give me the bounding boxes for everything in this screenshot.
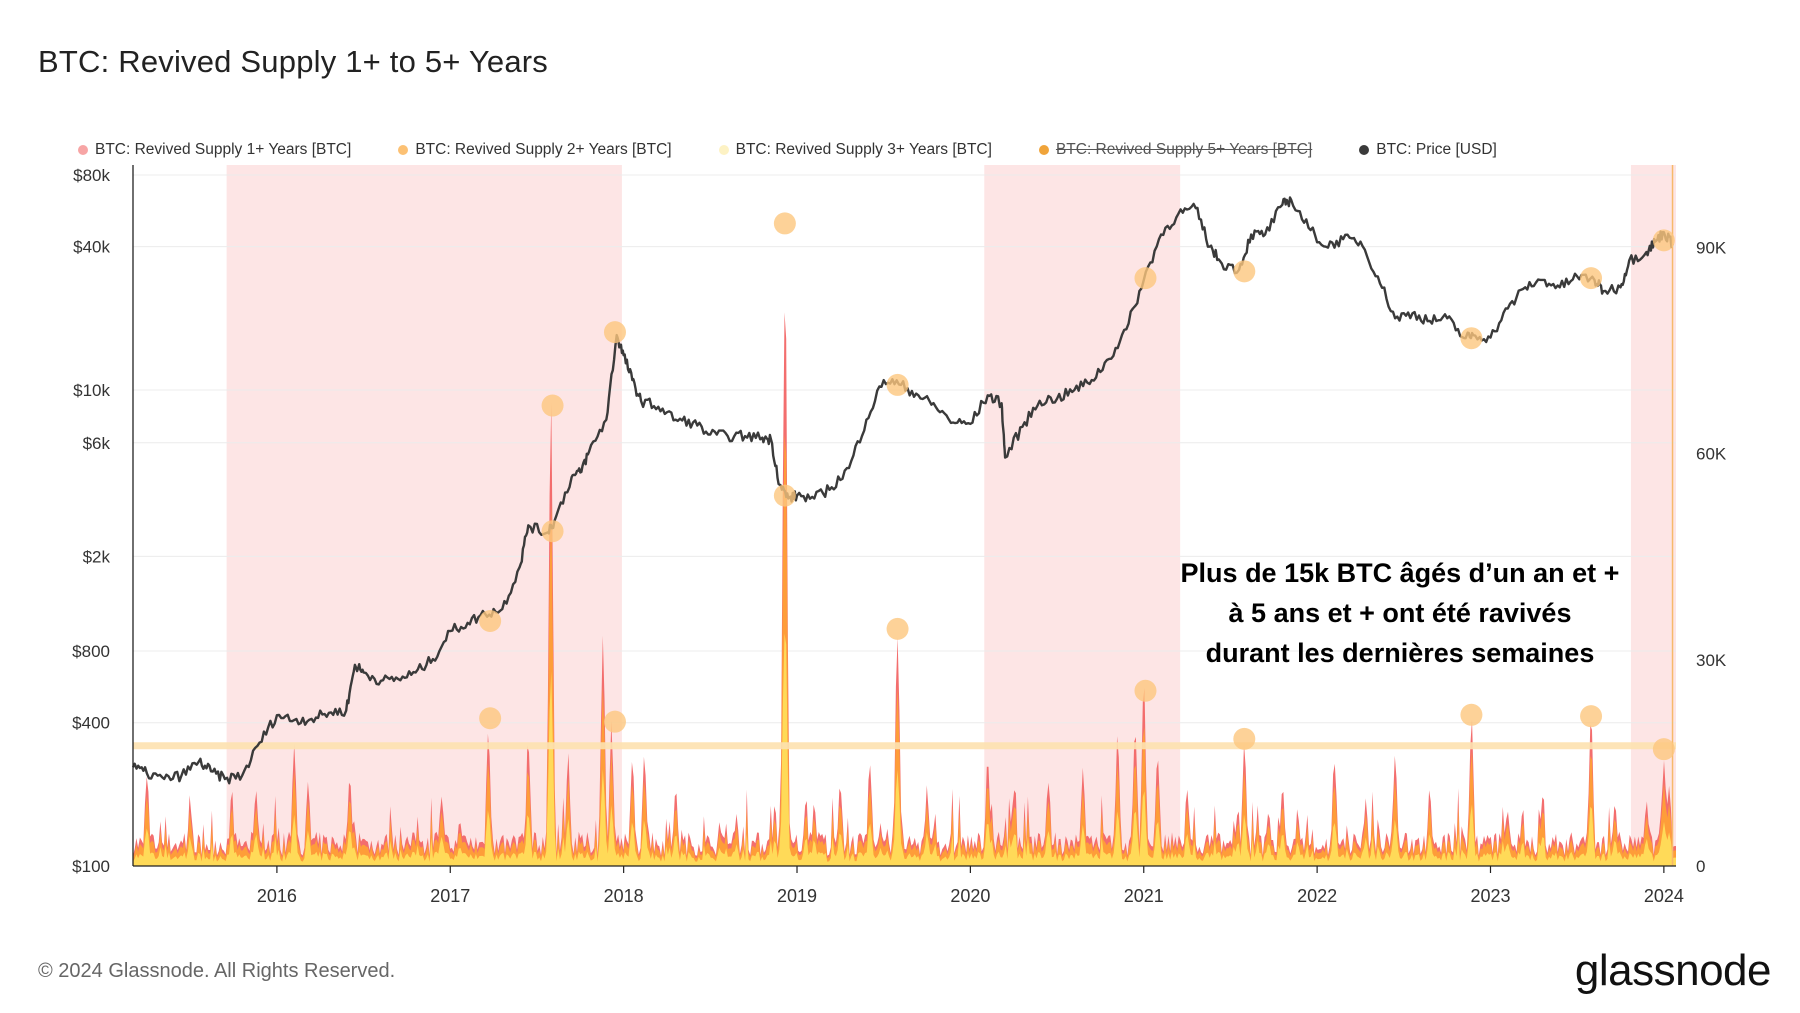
y-right-tick-3: 60K: [1696, 445, 1727, 464]
annotation-line-2: à 5 ans et + ont été ravivés: [1228, 598, 1572, 628]
x-tick-6: 2021: [1124, 886, 1164, 906]
x-tick-4: 2019: [777, 886, 817, 906]
highlight-marker-19: [1652, 229, 1675, 252]
x-tick-9: 2024: [1644, 886, 1684, 906]
legend-label: BTC: Price [USD]: [1376, 141, 1497, 158]
shaded-period-3: [1630, 165, 1676, 866]
y-right-tick-1: 0: [1696, 857, 1705, 876]
x-tick-8: 2023: [1470, 886, 1510, 906]
y-left-tick-6: $800: [72, 642, 110, 661]
legend-item-4[interactable]: BTC: Revived Supply 5+ Years [BTC]: [1038, 141, 1313, 159]
legend-dot-icon: [398, 145, 409, 155]
y-left-tick-5: $2k: [83, 547, 111, 566]
highlight-marker-18: [1580, 705, 1603, 728]
highlight-marker-2: [541, 520, 564, 543]
y-left-tick-1: $80k: [73, 166, 110, 185]
shaded-period-1: [226, 165, 622, 866]
highlight-marker-4: [479, 707, 502, 730]
x-tick-1: 2016: [257, 886, 297, 906]
y-left-tick-3: $10k: [73, 381, 110, 400]
y-left-tick-2: $40k: [73, 238, 110, 257]
highlight-marker-20: [1652, 738, 1675, 761]
legend-label: BTC: Revived Supply 5+ Years [BTC]: [1055, 141, 1313, 158]
legend-dot-icon: [1359, 145, 1370, 155]
x-tick-3: 2018: [604, 886, 644, 906]
price-line: [131, 196, 1674, 785]
highlight-marker-5: [603, 321, 626, 344]
highlight-marker-7: [773, 484, 796, 507]
legend-label: BTC: Revived Supply 1+ Years [BTC]: [95, 141, 352, 158]
chart-title: BTC: Revived Supply 1+ to 5+ Years: [38, 44, 548, 79]
annotation-line-1: Plus de 15k BTC âgés d’un an et +: [1180, 558, 1620, 588]
y-left-tick-8: $100: [72, 857, 110, 876]
y-right-tick-2: 30K: [1696, 651, 1727, 670]
highlight-marker-1: [479, 609, 502, 632]
brand-logo: glassnode: [1574, 946, 1772, 995]
y-right-tick-4: 90K: [1696, 238, 1727, 257]
legend-item-1[interactable]: BTC: Revived Supply 1+ Years [BTC]: [78, 141, 351, 159]
highlight-marker-3: [541, 394, 564, 417]
highlight-marker-13: [1233, 260, 1256, 283]
legend-dot-icon: [718, 145, 729, 155]
highlight-marker-16: [1460, 703, 1483, 726]
x-tick-2: 2017: [430, 886, 470, 906]
legend-dot-icon: [1038, 145, 1049, 155]
highlight-marker-15: [1460, 327, 1483, 350]
legend-item-2[interactable]: BTC: Revived Supply 2+ Years [BTC]: [398, 141, 672, 159]
highlight-marker-17: [1580, 267, 1603, 290]
legend: BTC: Revived Supply 1+ Years [BTC] BTC: R…: [78, 141, 1544, 159]
legend-label: BTC: Revived Supply 2+ Years [BTC]: [415, 141, 672, 158]
legend-item-5[interactable]: BTC: Price [USD]: [1359, 141, 1497, 159]
highlight-marker-8: [773, 212, 796, 235]
highlight-marker-12: [1134, 679, 1157, 702]
x-tick-7: 2022: [1297, 886, 1337, 906]
highlight-marker-10: [886, 617, 909, 640]
legend-item-3[interactable]: BTC: Revived Supply 3+ Years [BTC]: [718, 141, 992, 159]
annotation-box: Plus de 15k BTC âgés d’un an et + à 5 an…: [1150, 553, 1650, 673]
highlight-marker-9: [886, 373, 909, 396]
y-left-tick-4: $6k: [83, 434, 111, 453]
x-tick-5: 2020: [950, 886, 990, 906]
highlight-marker-14: [1233, 727, 1256, 750]
highlight-marker-11: [1134, 267, 1157, 290]
copyright-text: © 2024 Glassnode. All Rights Reserved.: [38, 960, 396, 982]
highlight-marker-6: [603, 710, 626, 733]
annotation-line-3: durant les dernières semaines: [1205, 638, 1595, 668]
legend-label: BTC: Revived Supply 3+ Years [BTC]: [735, 141, 992, 158]
legend-dot-icon: [78, 145, 88, 155]
y-left-tick-7: $400: [72, 714, 110, 733]
